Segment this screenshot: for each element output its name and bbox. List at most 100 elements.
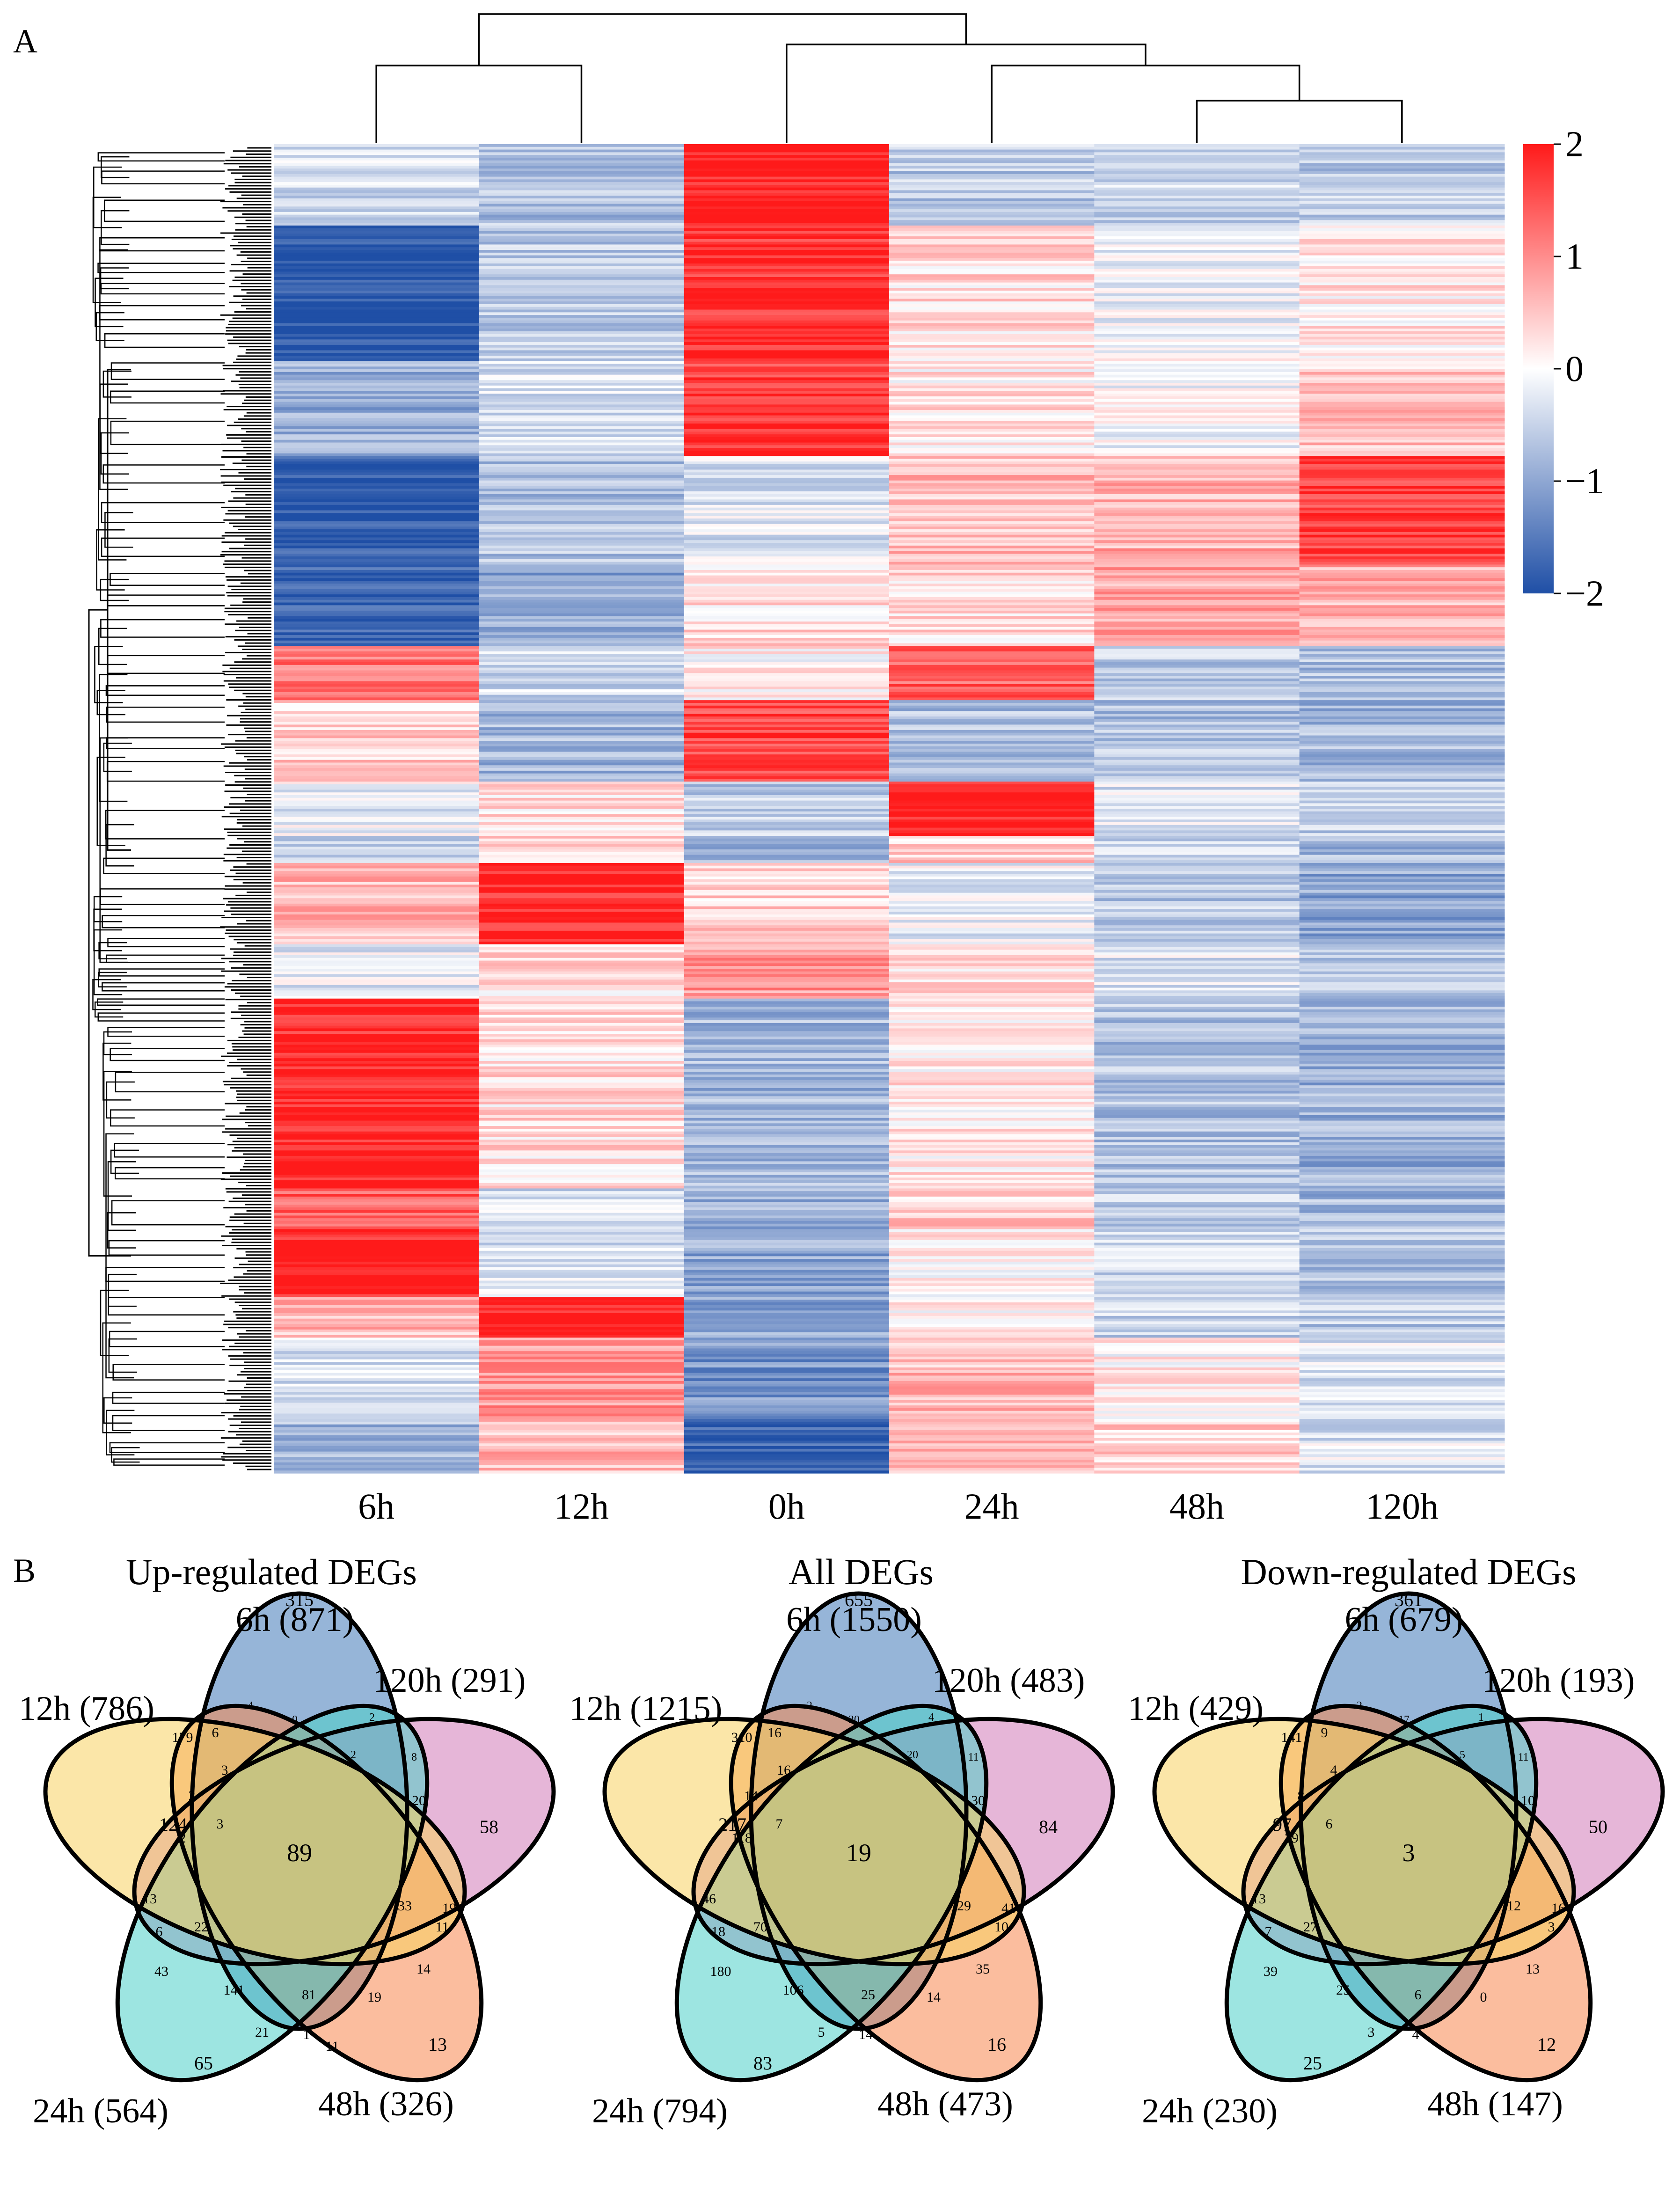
heatmap-cell (1299, 779, 1505, 782)
heatmap-cell (479, 358, 685, 362)
heatmap-cell (684, 901, 890, 904)
heatmap-cell (1299, 809, 1505, 812)
heatmap-cell (479, 364, 685, 367)
heatmap-cell (274, 1007, 479, 1010)
heatmap-cell (889, 564, 1095, 568)
heatmap-cell (1094, 163, 1300, 166)
heatmap-cell (889, 1183, 1095, 1186)
heatmap-cell (684, 279, 890, 283)
heatmap-cell (684, 1145, 890, 1148)
heatmap-cell (889, 152, 1095, 155)
heatmap-cell (479, 1148, 685, 1151)
heatmap-cell (479, 1123, 685, 1126)
heatmap-cell (684, 212, 890, 215)
heatmap-cell (1299, 1112, 1505, 1116)
heatmap-cell (684, 939, 890, 942)
heatmap-cell (1094, 752, 1300, 755)
heatmap-cell (889, 803, 1095, 806)
heatmap-cell (1094, 792, 1300, 796)
heatmap-cell (889, 176, 1095, 180)
heatmap-cell (684, 1327, 890, 1330)
heatmap-cell (479, 903, 685, 907)
heatmap-cell (889, 507, 1095, 511)
heatmap-cell (1094, 681, 1300, 684)
heatmap-cell (684, 784, 890, 788)
heatmap-cell (889, 285, 1095, 288)
heatmap-cell (1299, 426, 1505, 430)
heatmap-cell (889, 1272, 1095, 1276)
heatmap-cell (1299, 1335, 1505, 1338)
heatmap-cell (1299, 803, 1505, 806)
heatmap-cell (479, 1128, 685, 1132)
venn-region-count: 16 (1551, 1901, 1565, 1916)
dendro-0h-group (786, 44, 1147, 143)
heatmap-cell (889, 1243, 1095, 1246)
heatmap-cell (889, 418, 1095, 421)
heatmap-cell (1299, 624, 1505, 628)
heatmap-cell (1094, 1278, 1300, 1281)
heatmap-cell (684, 825, 890, 828)
heatmap-cell (889, 702, 1095, 706)
heatmap-cell (479, 1460, 685, 1463)
heatmap-cell (889, 1408, 1095, 1411)
heatmap-cell (1094, 1302, 1300, 1306)
heatmap-cell (889, 1104, 1095, 1108)
heatmap-cell (274, 909, 479, 912)
heatmap-cell (684, 534, 890, 538)
heatmap-cell (274, 852, 479, 855)
heatmap-cell (274, 1386, 479, 1389)
heatmap-cell (274, 1153, 479, 1156)
heatmap-cell (1299, 1101, 1505, 1105)
heatmap-cell (684, 1454, 890, 1457)
venn-region-count: 43 (154, 1964, 168, 1979)
heatmap-cell (889, 925, 1095, 929)
heatmap-cell (479, 342, 685, 345)
heatmap-cell (1094, 469, 1300, 473)
heatmap-cell (684, 1028, 890, 1031)
heatmap-cell (889, 855, 1095, 858)
heatmap-cell (684, 274, 890, 278)
heatmap-cell (1094, 1327, 1300, 1330)
heatmap-cell (1094, 356, 1300, 359)
column-label: 6h (358, 1486, 394, 1527)
heatmap-cell (889, 439, 1095, 443)
heatmap-cell (684, 874, 890, 877)
heatmap-cell (274, 605, 479, 608)
heatmap-cell (479, 741, 685, 744)
heatmap-cell (479, 1245, 685, 1249)
heatmap-cell (684, 711, 890, 714)
heatmap-cell (1299, 529, 1505, 533)
heatmap-cell (684, 754, 890, 758)
heatmap-cell (1094, 800, 1300, 804)
heatmap-cell (274, 1196, 479, 1200)
dendro-48h-120h (1196, 100, 1403, 143)
heatmap-cell (274, 1408, 479, 1411)
venn-title: Down-regulated DEGs (1241, 1551, 1577, 1592)
venn-region-count: 11 (326, 2039, 339, 2054)
heatmap-cell (889, 1088, 1095, 1091)
heatmap-cell (479, 1340, 685, 1344)
heatmap-cell (1299, 879, 1505, 883)
heatmap-cell (889, 895, 1095, 899)
heatmap-cell (479, 223, 685, 226)
heatmap-cell (479, 171, 685, 175)
dendrogram-branch (101, 537, 225, 557)
heatmap-cell (479, 445, 685, 448)
heatmap-cell (1299, 933, 1505, 937)
heatmap-cell (889, 271, 1095, 275)
heatmap-cell (274, 1353, 479, 1357)
heatmap-cell (1094, 790, 1300, 793)
dendro-6h-12h (375, 65, 583, 143)
heatmap-cell (1299, 1353, 1505, 1357)
dendrogram-branch (97, 152, 225, 162)
heatmap-cell (684, 1353, 890, 1357)
heatmap-cell (479, 1145, 685, 1148)
heatmap-cell (1299, 572, 1505, 576)
heatmap-cell (684, 1047, 890, 1051)
heatmap-cell (684, 461, 890, 465)
heatmap-cell (889, 944, 1095, 948)
venn-region-count: 19 (367, 1989, 381, 2005)
heatmap-cell (274, 637, 479, 641)
heatmap-cell (274, 746, 479, 750)
heatmap-cell (1299, 1413, 1505, 1417)
